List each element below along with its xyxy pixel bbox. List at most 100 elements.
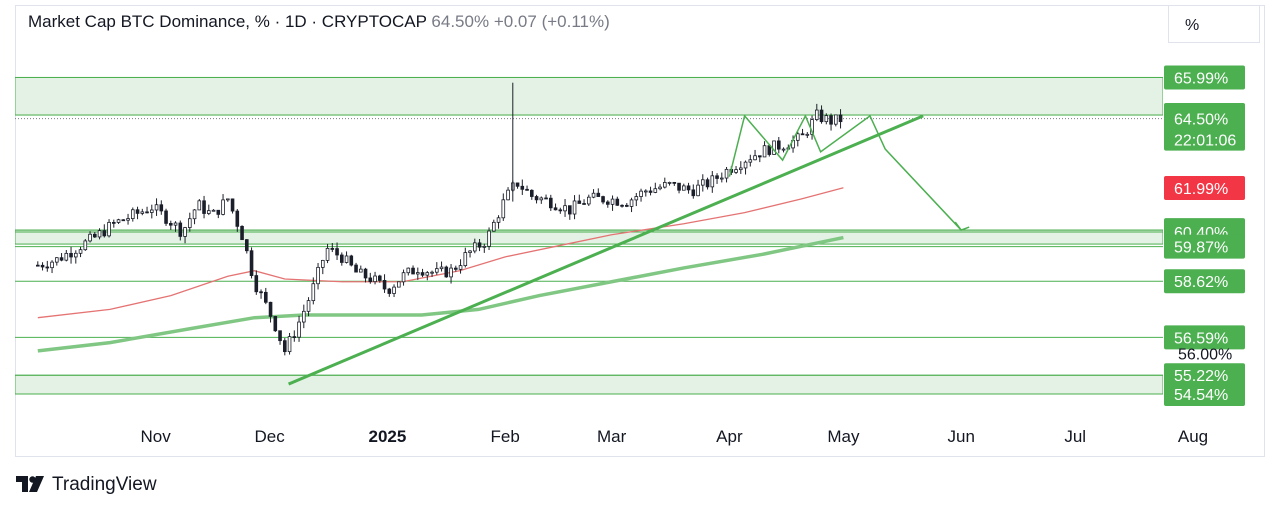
symbol-title[interactable]: Market Cap BTC Dominance, % · 1D · CRYPT… bbox=[28, 12, 427, 31]
candle-body bbox=[672, 181, 677, 184]
candle-body bbox=[420, 272, 425, 276]
candle-body bbox=[653, 188, 658, 193]
price-badge-11 bbox=[1164, 382, 1245, 407]
candle-body bbox=[83, 240, 88, 251]
candle-body bbox=[568, 205, 572, 215]
candle-body bbox=[173, 222, 178, 226]
candle-body bbox=[834, 114, 838, 125]
candle-body bbox=[178, 222, 183, 237]
candle-body bbox=[373, 275, 377, 283]
candle-body bbox=[534, 196, 539, 201]
tradingview-logo-icon bbox=[16, 476, 44, 492]
candle-body bbox=[477, 242, 482, 248]
candle-body bbox=[434, 268, 439, 273]
candle-body bbox=[116, 219, 121, 223]
candle-body bbox=[829, 115, 833, 125]
candle-body bbox=[482, 245, 487, 248]
candle-body bbox=[819, 109, 824, 123]
candle-body bbox=[658, 186, 662, 190]
candle-body bbox=[682, 185, 686, 191]
candle-body bbox=[425, 272, 430, 276]
candle-body bbox=[468, 250, 472, 253]
candle-body bbox=[93, 233, 97, 238]
x-tick-label-Nov: Nov bbox=[140, 427, 171, 446]
candle-body bbox=[301, 310, 306, 323]
candle-body bbox=[330, 248, 335, 250]
price-badge-label-10: 55.22% bbox=[1174, 368, 1228, 385]
candle-body bbox=[145, 211, 149, 214]
candle-body bbox=[306, 300, 311, 312]
candle-body bbox=[601, 196, 605, 203]
candle-body bbox=[591, 192, 596, 198]
candle-body bbox=[244, 239, 249, 252]
x-tick-label-Mar: Mar bbox=[597, 427, 627, 446]
zone-2 bbox=[15, 374, 1163, 395]
candle-body bbox=[202, 200, 206, 214]
candle-body bbox=[249, 250, 254, 276]
candle-body bbox=[363, 268, 368, 279]
candle-body bbox=[449, 267, 453, 278]
candle-body bbox=[629, 199, 634, 207]
price-badge-label-6: 59.87% bbox=[1174, 240, 1228, 257]
candle-body bbox=[40, 264, 45, 268]
candle-body bbox=[463, 252, 468, 267]
candle-body bbox=[805, 133, 810, 136]
candle-body bbox=[582, 203, 586, 205]
candle-body bbox=[387, 288, 392, 294]
price-badge-0 bbox=[1164, 65, 1245, 90]
candle-body bbox=[696, 184, 700, 197]
zone-0 bbox=[15, 76, 1163, 116]
candle-body bbox=[815, 109, 819, 120]
candle-body bbox=[192, 209, 197, 220]
candle-body bbox=[496, 217, 501, 223]
brand-name[interactable]: TradingView bbox=[52, 474, 157, 495]
candle-body bbox=[358, 268, 363, 273]
candle-body bbox=[663, 182, 667, 188]
candle-body bbox=[800, 133, 805, 136]
candle-body bbox=[530, 189, 534, 197]
candle-body bbox=[596, 192, 601, 197]
candle-body bbox=[221, 199, 225, 215]
candle-body bbox=[121, 219, 126, 222]
candle-body bbox=[625, 204, 629, 207]
candle-body bbox=[648, 190, 653, 193]
candle-body bbox=[824, 115, 829, 123]
candle-body bbox=[263, 291, 268, 303]
candle-body bbox=[225, 198, 230, 201]
candle-body bbox=[415, 272, 420, 275]
candle-body bbox=[710, 175, 715, 188]
x-tick-label-Aug: Aug bbox=[1178, 427, 1208, 446]
candle-body bbox=[691, 189, 696, 197]
candle-body bbox=[45, 266, 50, 269]
last-price: 64.50% bbox=[431, 12, 490, 31]
candle-body bbox=[563, 205, 567, 212]
scale-mode-button[interactable]: % bbox=[1168, 5, 1260, 43]
price-badge-label-7: 58.62% bbox=[1174, 274, 1228, 291]
candle-body bbox=[686, 185, 691, 191]
candle-body bbox=[501, 199, 506, 219]
candle-body bbox=[273, 316, 278, 332]
support-trendline bbox=[288, 114, 924, 386]
projection-arrowhead bbox=[954, 221, 970, 231]
candle-body bbox=[259, 291, 263, 294]
candle-body bbox=[349, 255, 354, 266]
candle-body bbox=[102, 230, 107, 237]
candle-body bbox=[282, 340, 287, 353]
candle-body bbox=[705, 179, 710, 188]
candle-body bbox=[354, 264, 358, 273]
candle-body bbox=[287, 336, 292, 353]
candle-body bbox=[558, 209, 563, 212]
candle-body bbox=[762, 145, 767, 158]
price-badge-7 bbox=[1164, 269, 1245, 294]
projection-path bbox=[728, 114, 962, 231]
candle-body bbox=[549, 197, 553, 209]
candle-body bbox=[164, 210, 168, 224]
candle-body bbox=[78, 249, 83, 254]
candle-body bbox=[149, 209, 154, 213]
candle-body bbox=[724, 168, 729, 179]
price-badge-label-3: 61.99% bbox=[1174, 181, 1228, 198]
x-tick-label-Jul: Jul bbox=[1064, 427, 1086, 446]
price-badge-8 bbox=[1164, 325, 1245, 350]
candle-body bbox=[135, 209, 140, 214]
